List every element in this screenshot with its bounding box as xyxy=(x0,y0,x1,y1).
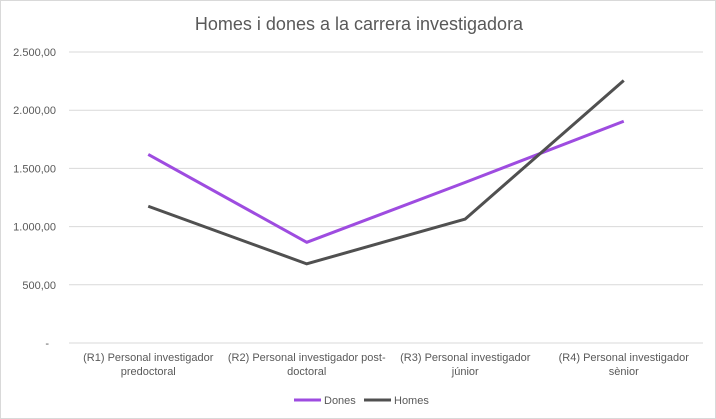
x-tick-label: (R1) Personal investigador xyxy=(83,352,214,364)
y-tick-label: 2.500,00 xyxy=(13,47,56,59)
chart-title: Homes i dones a la carrera investigadora xyxy=(195,14,524,34)
y-tick-label: 2.000,00 xyxy=(13,105,56,117)
y-tick-label: 1.000,00 xyxy=(13,222,56,234)
x-tick-label: (R4) Personal investigador xyxy=(559,352,690,364)
legend-label: Dones xyxy=(324,395,356,407)
x-tick-label: sènior xyxy=(609,366,639,378)
x-tick-label: (R2) Personal investigador post- xyxy=(228,352,386,364)
x-tick-label: júnior xyxy=(451,366,479,378)
x-tick-label: (R3) Personal investigador xyxy=(400,352,531,364)
y-tick-label: 1.500,00 xyxy=(13,163,56,175)
series-line-dones xyxy=(147,119,625,244)
x-tick-label: predoctoral xyxy=(121,366,176,378)
legend-label: Homes xyxy=(394,395,429,407)
series-line-homes xyxy=(147,79,625,266)
y-tick-label: 500,00 xyxy=(22,280,56,292)
x-tick-label: doctoral xyxy=(287,366,326,378)
y-tick-label: - xyxy=(45,338,49,350)
